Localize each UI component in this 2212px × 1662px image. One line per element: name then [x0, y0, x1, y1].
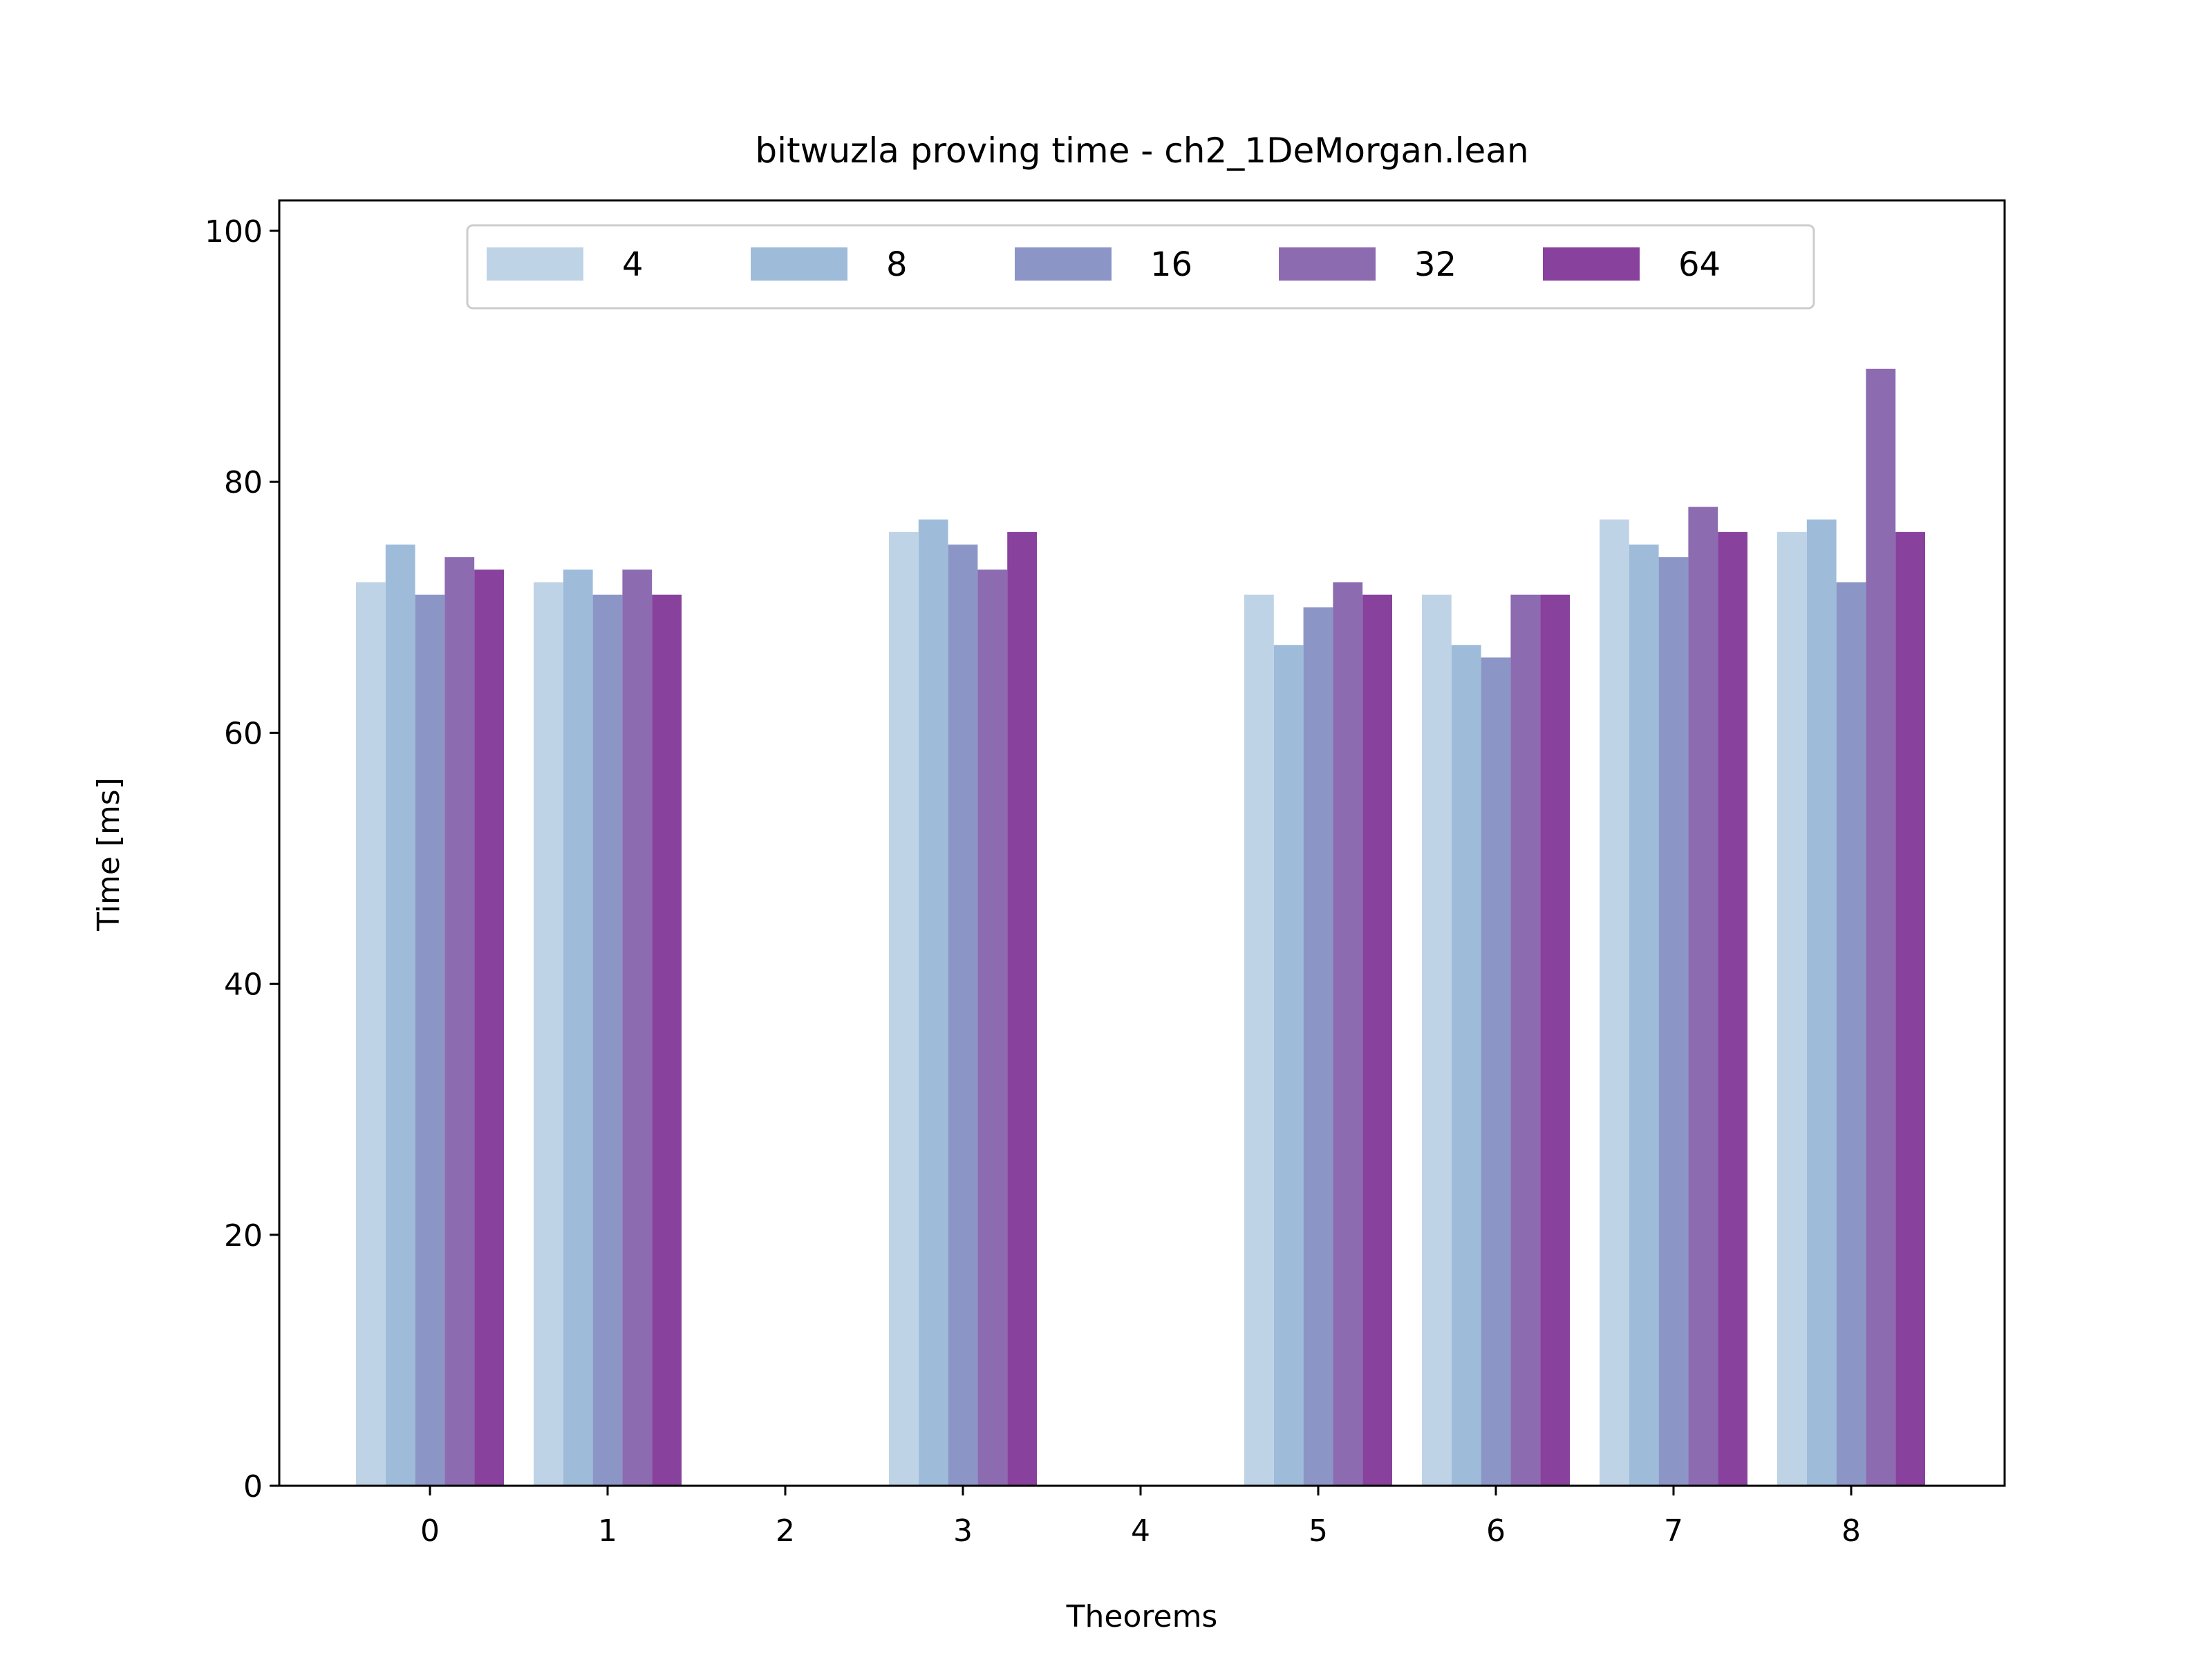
x-tick-label: 7 — [1664, 1513, 1683, 1549]
bar-series-32-theorem-7 — [1688, 507, 1718, 1486]
bar-series-16-theorem-0 — [415, 594, 445, 1486]
bar-series-16-theorem-5 — [1303, 607, 1333, 1486]
bar-series-8-theorem-5 — [1273, 645, 1304, 1486]
legend: 4 8 16 32 64 — [466, 224, 1815, 310]
x-axis-label: Theorems — [1066, 1599, 1218, 1634]
x-tick-label: 8 — [1841, 1513, 1861, 1549]
bar-series-64-theorem-3 — [1007, 531, 1037, 1486]
bar-series-8-theorem-6 — [1451, 645, 1481, 1486]
bar-series-64-theorem-5 — [1362, 594, 1392, 1486]
bar-series-8-theorem-8 — [1806, 519, 1837, 1486]
bar-series-8-theorem-3 — [918, 519, 948, 1486]
y-tick-label: 40 — [224, 967, 263, 1003]
plot-frame — [278, 199, 2006, 1487]
x-tick-label: 3 — [953, 1513, 973, 1549]
bar-series-32-theorem-5 — [1333, 582, 1363, 1486]
bar-series-32-theorem-0 — [444, 557, 475, 1486]
bar-series-8-theorem-1 — [563, 569, 593, 1486]
legend-swatch-64 — [1543, 247, 1640, 281]
legend-label-32: 32 — [1414, 245, 1456, 284]
legend-swatch-32 — [1279, 247, 1376, 281]
x-tick-label: 0 — [420, 1513, 440, 1549]
y-axis-label: Time [ms] — [91, 777, 126, 932]
bar-series-32-theorem-6 — [1510, 594, 1541, 1486]
x-tick-label: 5 — [1309, 1513, 1328, 1549]
bar-series-64-theorem-7 — [1718, 531, 1747, 1486]
bar-series-8-theorem-7 — [1629, 545, 1659, 1486]
x-tick-label: 4 — [1131, 1513, 1150, 1549]
bar-series-16-theorem-6 — [1481, 657, 1511, 1486]
legend-swatch-16 — [1015, 247, 1112, 281]
bar-series-4-theorem-1 — [534, 582, 563, 1486]
bar-series-4-theorem-8 — [1777, 531, 1807, 1486]
bar-series-32-theorem-1 — [622, 569, 653, 1486]
y-tick-label: 0 — [243, 1469, 263, 1504]
y-tick-label: 80 — [224, 465, 263, 500]
y-tick-label: 60 — [224, 716, 263, 751]
bar-series-64-theorem-6 — [1540, 594, 1570, 1486]
bar-series-4-theorem-3 — [889, 531, 919, 1486]
bar-series-32-theorem-3 — [977, 569, 1008, 1486]
bar-series-16-theorem-7 — [1658, 557, 1689, 1486]
bar-series-64-theorem-8 — [1895, 531, 1925, 1486]
bar-series-64-theorem-1 — [652, 594, 682, 1486]
legend-box — [466, 224, 1815, 310]
legend-label-64: 64 — [1678, 245, 1721, 284]
y-axis: 0 20 40 60 80 100 — [205, 214, 279, 1504]
x-axis: 0 1 2 3 4 5 6 7 8 — [420, 1486, 1861, 1549]
legend-label-16: 16 — [1150, 245, 1192, 284]
legend-label-4: 4 — [622, 245, 644, 284]
bars-group — [356, 368, 1925, 1486]
legend-label-8: 8 — [886, 245, 908, 284]
bar-series-16-theorem-1 — [592, 594, 623, 1486]
x-tick-label: 2 — [776, 1513, 795, 1549]
bar-series-16-theorem-8 — [1836, 582, 1866, 1486]
bar-series-64-theorem-0 — [474, 569, 504, 1486]
bar-series-4-theorem-6 — [1422, 594, 1452, 1486]
bar-series-4-theorem-7 — [1600, 519, 1629, 1486]
bar-series-32-theorem-8 — [1866, 368, 1896, 1486]
bar-series-8-theorem-0 — [385, 545, 415, 1486]
x-tick-label: 6 — [1486, 1513, 1506, 1549]
chart-title: bitwuzla proving time - ch2_1DeMorgan.le… — [755, 131, 1528, 171]
bar-series-16-theorem-3 — [948, 545, 978, 1486]
legend-swatch-4 — [487, 247, 583, 281]
bar-series-4-theorem-5 — [1244, 594, 1274, 1486]
y-tick-label: 100 — [205, 214, 263, 249]
bar-series-4-theorem-0 — [356, 582, 386, 1486]
x-tick-label: 1 — [598, 1513, 617, 1549]
legend-swatch-8 — [751, 247, 847, 281]
y-tick-label: 20 — [224, 1218, 263, 1254]
